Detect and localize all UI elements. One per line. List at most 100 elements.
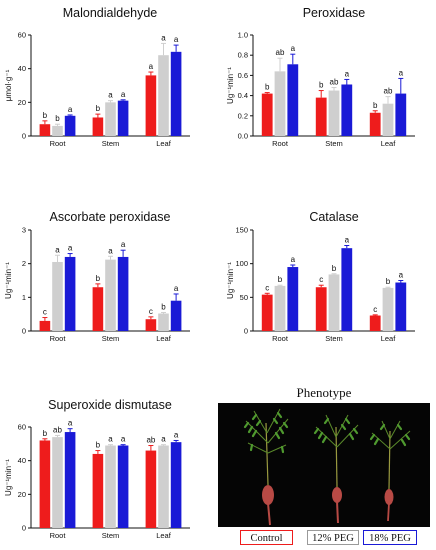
y-axis-label: μmol·g⁻¹ (4, 69, 13, 101)
significance-letter: b (332, 264, 337, 273)
significance-letter: b (43, 429, 48, 438)
bar (274, 285, 286, 331)
y-tick-label: 60 (18, 423, 26, 432)
x-tick-label: Stem (102, 531, 120, 540)
bar (64, 115, 76, 136)
y-axis-label: Ug⁻¹min⁻¹ (4, 262, 13, 299)
significance-letter: a (161, 435, 166, 444)
bar (369, 315, 381, 331)
significance-letter: ab (146, 436, 155, 445)
bar (315, 97, 327, 136)
significance-letter: a (121, 240, 126, 249)
y-tick-label: 20 (18, 98, 26, 107)
x-tick-label: Root (50, 139, 67, 148)
significance-letter: ab (53, 425, 62, 434)
significance-letter: a (121, 435, 126, 444)
plant-12-peg (313, 414, 359, 524)
chart-title: Ascorbate peroxidase (50, 210, 171, 224)
significance-letter: a (108, 91, 113, 100)
bar (170, 300, 182, 331)
bar (328, 274, 340, 331)
bar (117, 100, 129, 136)
significance-letter: b (373, 101, 378, 110)
bar (341, 84, 353, 136)
bar (39, 320, 51, 331)
significance-letter: c (373, 305, 377, 314)
bar (158, 445, 169, 528)
significance-letter: b (161, 302, 166, 311)
significance-letter: a (55, 245, 60, 254)
y-tick-label: 0.0 (238, 132, 248, 141)
chart-title: Catalase (309, 210, 358, 224)
bar (52, 261, 63, 331)
bar (105, 445, 116, 528)
legend-12-peg: 12% PEG (307, 530, 359, 545)
significance-letter: b (319, 81, 324, 90)
bar (274, 71, 286, 136)
bar (158, 55, 169, 137)
x-tick-label: Root (50, 334, 67, 343)
bar (39, 124, 51, 136)
significance-letter: a (174, 35, 179, 44)
bar (105, 259, 116, 331)
significance-letter: b (55, 114, 60, 123)
bar (287, 64, 299, 136)
x-tick-label: Stem (102, 139, 120, 148)
bar (92, 453, 104, 528)
significance-letter: a (399, 271, 404, 280)
significance-letter: b (96, 441, 101, 450)
phenotype-photo (218, 403, 430, 527)
bar (92, 117, 104, 136)
legend-control: Control (240, 530, 293, 545)
bar (382, 287, 394, 331)
bar (92, 287, 104, 331)
chart-title: Superoxide dismutase (48, 398, 172, 412)
chart-title: Malondialdehyde (63, 6, 158, 20)
significance-letter: a (174, 430, 179, 439)
y-tick-label: 0 (22, 524, 26, 533)
x-tick-label: Leaf (381, 334, 397, 343)
x-tick-label: Stem (325, 139, 343, 148)
bar (315, 287, 327, 331)
significance-letter: a (345, 235, 350, 244)
bar (39, 440, 51, 528)
significance-letter: c (43, 308, 47, 317)
y-tick-label: 0 (244, 327, 248, 336)
significance-letter: a (149, 62, 154, 71)
y-axis-label: Ug⁻¹min⁻¹ (226, 262, 235, 299)
y-axis-label: Ug⁻¹min⁻¹ (226, 67, 235, 104)
legend-18-peg: 18% PEG (363, 530, 417, 545)
significance-letter: c (265, 283, 269, 292)
bar (395, 282, 407, 331)
y-tick-label: 100 (235, 259, 248, 268)
significance-letter: c (149, 307, 153, 316)
y-axis-label: Ug⁻¹min⁻¹ (4, 459, 13, 496)
bar (369, 112, 381, 136)
x-tick-label: Leaf (156, 334, 172, 343)
bar (158, 313, 169, 331)
significance-letter: b (96, 104, 101, 113)
significance-letter: a (68, 244, 73, 253)
significance-letter: b (278, 275, 283, 284)
bar (52, 437, 63, 528)
bar (145, 75, 157, 136)
y-tick-label: 0.8 (238, 51, 248, 60)
chart-title: Peroxidase (303, 6, 366, 20)
significance-letter: a (291, 255, 296, 264)
plant-control (243, 408, 289, 526)
significance-letter: a (108, 435, 113, 444)
bar (395, 93, 407, 136)
significance-letter: b (43, 111, 48, 120)
y-tick-label: 0.4 (238, 91, 248, 100)
y-tick-label: 60 (18, 31, 26, 40)
bar (117, 256, 129, 331)
bar (64, 256, 76, 331)
y-tick-label: 0.6 (238, 71, 248, 80)
y-tick-label: 40 (18, 456, 26, 465)
significance-letter: ab (384, 87, 393, 96)
x-tick-label: Leaf (156, 139, 172, 148)
bar (105, 102, 116, 136)
significance-letter: a (345, 69, 350, 78)
bar (145, 319, 157, 331)
bar (64, 432, 76, 528)
